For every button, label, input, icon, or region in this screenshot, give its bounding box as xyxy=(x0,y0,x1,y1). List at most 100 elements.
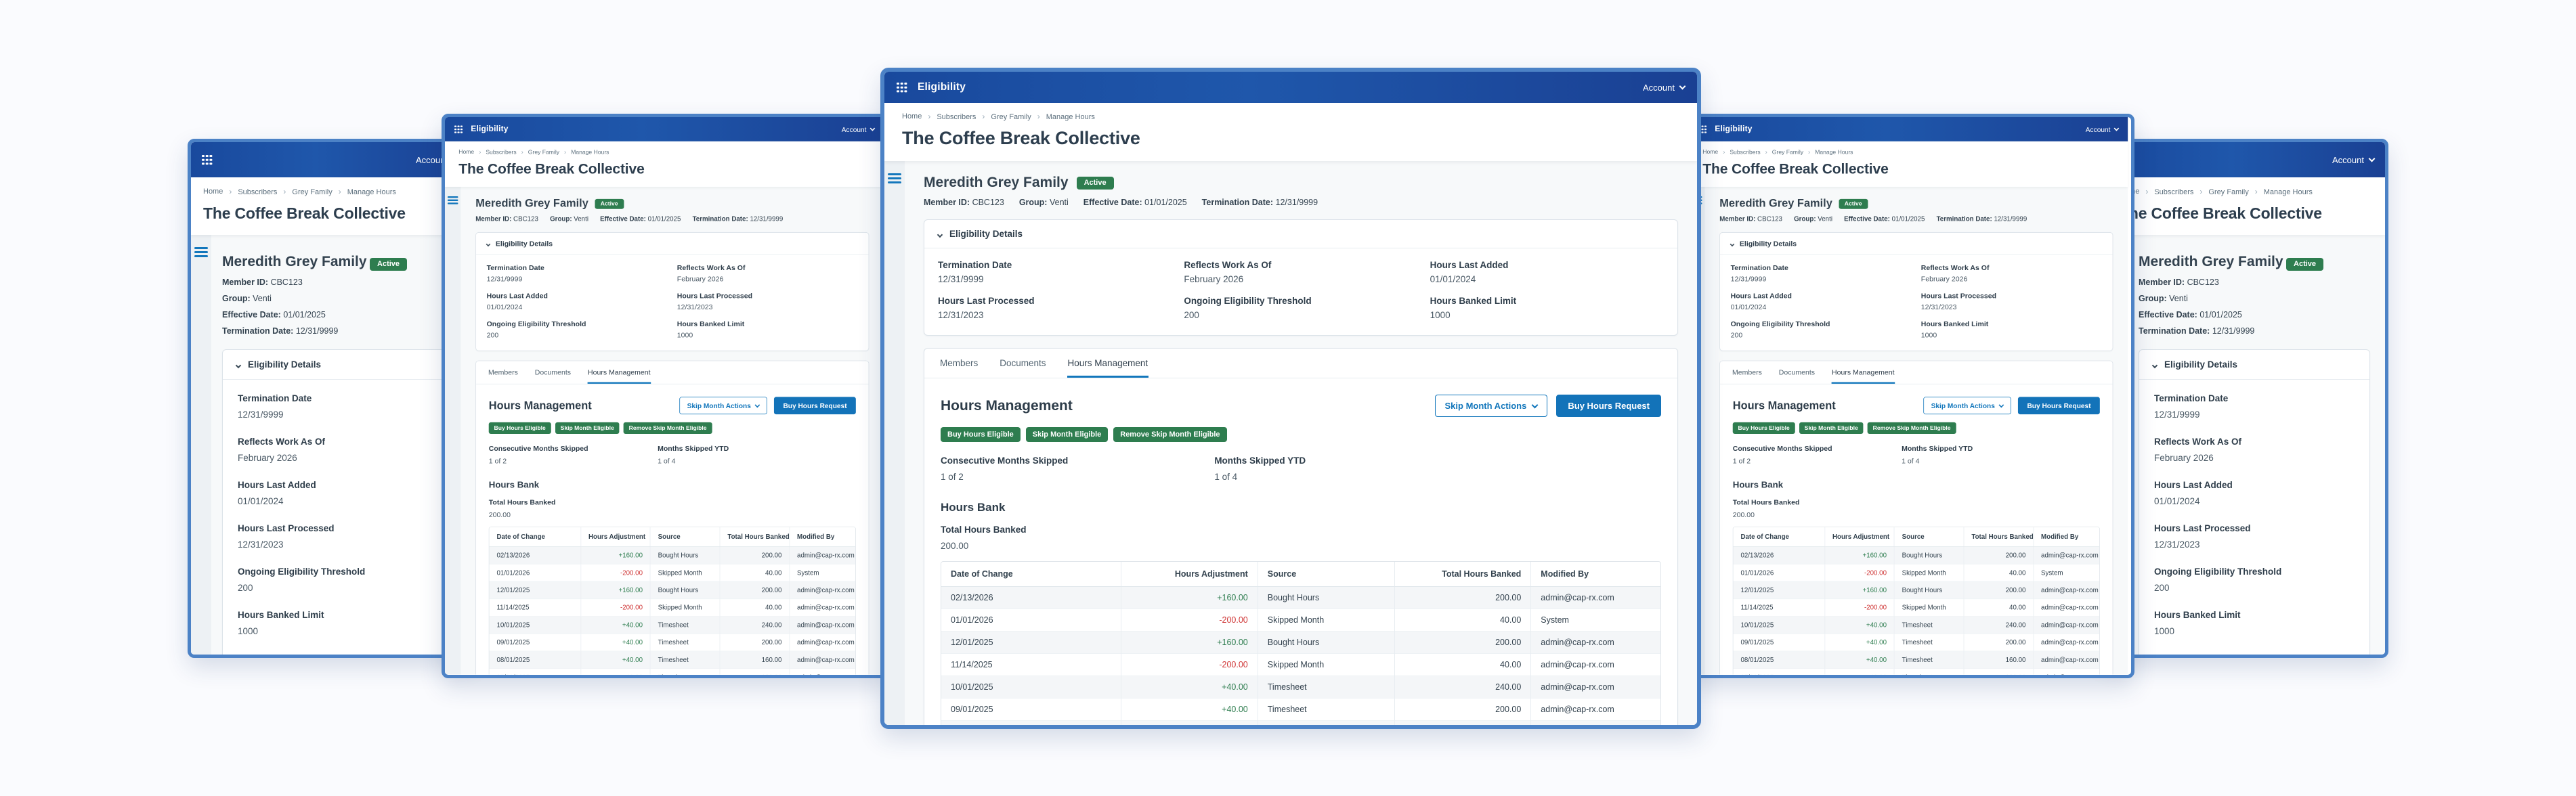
account-menu[interactable]: Account xyxy=(842,125,874,133)
cell-adjustment: -200.00 xyxy=(1825,564,1895,581)
table-header-cell: Modified By xyxy=(1531,562,1660,587)
chevron-down-icon xyxy=(2114,126,2120,131)
tab-documents[interactable]: Documents xyxy=(1778,361,1816,384)
table-row: 11/14/2025 -200.00 Skipped Month 40.00 a… xyxy=(941,654,1660,676)
cell-date: 09/01/2025 xyxy=(941,699,1121,721)
hamburger-menu-icon[interactable] xyxy=(888,173,901,175)
breadcrumb-item[interactable]: Grey Family xyxy=(2193,187,2248,196)
cell-total: 200.00 xyxy=(1394,587,1531,609)
account-menu[interactable]: Account xyxy=(2332,155,2374,165)
breadcrumb-item[interactable]: Home xyxy=(1702,149,1718,155)
cell-modified-by: admin@cap-rx.com xyxy=(790,634,855,651)
breadcrumb-item[interactable]: Grey Family xyxy=(277,187,332,196)
skip-month-actions-button[interactable]: Skip Month Actions xyxy=(1923,397,2011,414)
skip-stats: Consecutive Months Skipped1 of 2Months S… xyxy=(489,445,856,465)
cell-modified-by: admin@cap-rx.com xyxy=(1531,632,1660,654)
breadcrumb-item[interactable]: Subscribers xyxy=(223,187,277,196)
tab-members[interactable]: Members xyxy=(939,349,979,378)
breadcrumb-item[interactable]: Manage Hours xyxy=(1803,148,1853,156)
tab-hours-management[interactable]: Hours Management xyxy=(1831,361,1895,384)
tab-members[interactable]: Members xyxy=(1732,361,1762,384)
breadcrumb-item[interactable]: Grey Family xyxy=(517,148,559,156)
member-meta-item: Effective Date: 01/01/2025 xyxy=(600,215,681,223)
detail-field: Hours Last Added01/01/2024 xyxy=(487,292,668,311)
eligibility-details-toggle[interactable]: Eligibility Details xyxy=(476,233,869,255)
table-row: 09/01/2025 +40.00 Timesheet 200.00 admin… xyxy=(1734,634,2100,651)
content-area: Meredith Grey Family Active Member ID: C… xyxy=(884,161,1697,725)
tab-hours-management[interactable]: Hours Management xyxy=(1067,349,1149,378)
detail-field: Ongoing Eligibility Threshold200 xyxy=(1731,320,1912,339)
hours-management-title: Hours Management xyxy=(941,398,1426,414)
tab-row: Members Documents Hours Management xyxy=(924,349,1677,378)
cell-source: Timesheet xyxy=(650,669,720,675)
detail-field: Hours Banked Limit1000 xyxy=(238,610,438,636)
buy-hours-request-button[interactable]: Buy Hours Request xyxy=(2018,397,2100,414)
buy-hours-request-button[interactable]: Buy Hours Request xyxy=(1556,395,1661,417)
member-meta: Member ID: CBC123Group: VentiEffective D… xyxy=(1719,215,2113,223)
cell-modified-by: admin@cap-rx.com xyxy=(2034,599,2099,617)
app-launcher-grid-icon[interactable] xyxy=(897,83,907,93)
cell-source: Timesheet xyxy=(650,651,720,669)
buy-hours-request-button[interactable]: Buy Hours Request xyxy=(774,397,856,414)
account-menu[interactable]: Account xyxy=(2086,125,2118,133)
breadcrumb-item[interactable]: Manage Hours xyxy=(559,148,609,156)
sidebar-rail xyxy=(191,235,211,655)
account-label: Account xyxy=(842,125,867,133)
tab-hours-management[interactable]: Hours Management xyxy=(587,361,651,384)
page-title: The Coffee Break Collective xyxy=(458,161,870,177)
table-header-cell: Date of Change xyxy=(490,527,581,546)
skip-month-actions-button[interactable]: Skip Month Actions xyxy=(679,397,767,414)
breadcrumb-item[interactable]: Grey Family xyxy=(976,112,1031,121)
hamburger-menu-icon[interactable] xyxy=(194,247,208,249)
cell-date: 11/14/2025 xyxy=(490,599,581,617)
cell-source: Timesheet xyxy=(1894,669,1964,675)
app-launcher-grid-icon[interactable] xyxy=(202,155,212,165)
cell-total: 120.00 xyxy=(720,669,790,675)
cell-modified-by: admin@cap-rx.com xyxy=(790,581,855,599)
hamburger-menu-icon[interactable] xyxy=(448,196,458,198)
breadcrumb-item[interactable]: Home xyxy=(458,149,474,155)
table-row: 08/01/2025 +40.00 Timesheet 160.00 admin… xyxy=(490,651,856,669)
member-meta-item: Group: Venti xyxy=(2139,294,2370,303)
member-header: Meredith Grey Family Active xyxy=(222,250,454,271)
chevron-down-icon xyxy=(1730,242,1735,246)
breadcrumb-item[interactable]: Grey Family xyxy=(1761,148,1803,156)
breadcrumb-item[interactable]: Subscribers xyxy=(2139,187,2193,196)
breadcrumb-item[interactable]: Home xyxy=(902,112,922,120)
account-menu[interactable]: Account xyxy=(1643,83,1685,93)
eligibility-chip: Skip Month Eligible xyxy=(1026,427,1108,442)
tab-documents[interactable]: Documents xyxy=(534,361,572,384)
cell-total: 40.00 xyxy=(1964,564,2034,581)
eligibility-chip: Buy Hours Eligible xyxy=(489,422,551,434)
app-launcher-grid-icon[interactable] xyxy=(454,125,463,133)
tab-members[interactable]: Members xyxy=(488,361,518,384)
breadcrumb-item[interactable]: Subscribers xyxy=(922,112,976,121)
top-bar: Account xyxy=(191,142,469,177)
member-meta-item: Effective Date: 01/01/2025 xyxy=(2139,310,2370,319)
content-area: Meredith Grey Family Active Member ID: C… xyxy=(191,235,469,655)
cell-modified-by: admin@cap-rx.com xyxy=(1531,699,1660,721)
breadcrumb-item[interactable]: Manage Hours xyxy=(332,187,396,196)
eligibility-details-toggle[interactable]: Eligibility Details xyxy=(924,220,1677,248)
breadcrumb-item[interactable]: Home xyxy=(203,187,223,196)
total-hours-banked: Total Hours Banked 200.00 xyxy=(1733,498,2100,518)
tab-row: Members Documents Hours Management xyxy=(1720,361,2113,384)
skip-month-actions-button[interactable]: Skip Month Actions xyxy=(1435,395,1548,417)
eligibility-details-card: Eligibility Details Termination Date12/3… xyxy=(222,349,454,655)
breadcrumb-item[interactable]: Manage Hours xyxy=(2249,187,2313,196)
breadcrumb-item[interactable]: Subscribers xyxy=(1718,148,1760,156)
skip-stat: Consecutive Months Skipped1 of 2 xyxy=(941,456,1214,482)
eligibility-details-toggle[interactable]: Eligibility Details xyxy=(223,350,453,380)
breadcrumb-item[interactable]: Subscribers xyxy=(474,148,516,156)
eligibility-details-toggle[interactable]: Eligibility Details xyxy=(1720,233,2113,255)
detail-field: Hours Last Added01/01/2024 xyxy=(1430,260,1664,284)
cell-source: Bought Hours xyxy=(650,581,720,599)
breadcrumb: HomeSubscribersGrey FamilyManage Hours xyxy=(203,187,456,196)
eligibility-details-toggle[interactable]: Eligibility Details xyxy=(2139,350,2369,380)
tab-documents[interactable]: Documents xyxy=(999,349,1046,378)
cell-total: 120.00 xyxy=(1964,669,2034,675)
hours-bank-title: Hours Bank xyxy=(941,501,1661,514)
cell-adjustment: +40.00 xyxy=(1121,676,1258,699)
table-row: 09/01/2025 +40.00 Timesheet 200.00 admin… xyxy=(490,634,856,651)
breadcrumb-item[interactable]: Manage Hours xyxy=(1031,112,1095,121)
